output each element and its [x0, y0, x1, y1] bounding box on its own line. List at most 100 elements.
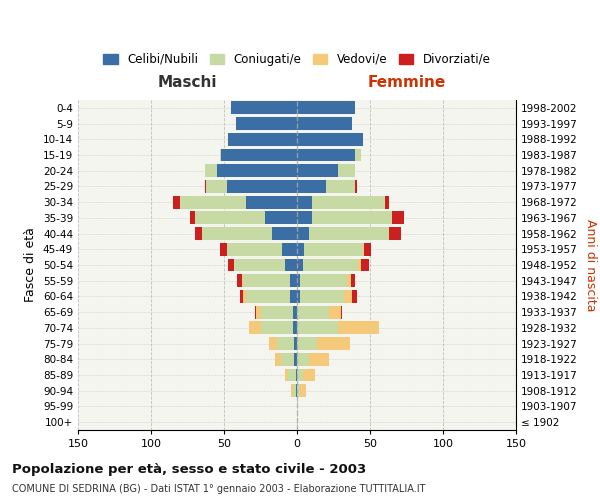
Bar	[220, 243, 227, 256]
Bar	[355, 148, 361, 162]
Bar	[290, 290, 297, 303]
Bar	[205, 164, 217, 177]
Bar	[246, 290, 290, 303]
Bar	[283, 243, 297, 256]
Bar	[308, 353, 329, 366]
Bar	[311, 196, 385, 208]
Bar	[227, 180, 297, 193]
Bar	[195, 227, 202, 240]
Bar	[297, 227, 308, 240]
Bar	[297, 322, 338, 334]
Bar	[297, 117, 352, 130]
Bar	[347, 274, 351, 287]
Bar	[288, 368, 296, 382]
Bar	[272, 227, 297, 240]
Bar	[243, 290, 246, 303]
Bar	[206, 180, 227, 193]
Bar	[281, 353, 294, 366]
Text: Popolazione per età, sesso e stato civile - 2003: Popolazione per età, sesso e stato civil…	[12, 462, 366, 475]
Bar	[220, 148, 221, 162]
Bar	[205, 180, 206, 193]
Bar	[290, 274, 297, 287]
Bar	[237, 274, 242, 287]
Bar	[297, 102, 355, 114]
Bar	[291, 384, 293, 397]
Bar	[242, 274, 243, 287]
Bar	[341, 306, 342, 318]
Bar	[294, 353, 297, 366]
Bar	[297, 180, 326, 193]
Bar	[297, 337, 317, 350]
Bar	[232, 102, 297, 114]
Bar	[297, 258, 303, 272]
Bar	[180, 196, 246, 208]
Y-axis label: Fasce di età: Fasce di età	[25, 228, 37, 302]
Bar	[249, 322, 260, 334]
Bar	[297, 290, 300, 303]
Bar	[297, 274, 300, 287]
Bar	[269, 337, 277, 350]
Bar	[265, 212, 297, 224]
Bar	[246, 196, 297, 208]
Bar	[254, 306, 256, 318]
Bar	[311, 212, 392, 224]
Bar	[297, 133, 362, 145]
Bar	[351, 274, 355, 287]
Bar	[217, 164, 297, 177]
Bar	[338, 322, 379, 334]
Bar	[317, 337, 350, 350]
Bar	[297, 384, 300, 397]
Legend: Celibi/Nubili, Coniugati/e, Vedovi/e, Divorziati/e: Celibi/Nubili, Coniugati/e, Vedovi/e, Di…	[98, 48, 496, 70]
Bar	[297, 212, 311, 224]
Bar	[392, 212, 404, 224]
Bar	[296, 384, 297, 397]
Bar	[229, 133, 297, 145]
Bar	[240, 290, 243, 303]
Bar	[173, 196, 180, 208]
Bar	[326, 180, 355, 193]
Bar	[338, 164, 355, 177]
Bar	[277, 337, 294, 350]
Bar	[286, 258, 297, 272]
Bar	[234, 258, 286, 272]
Bar	[293, 306, 297, 318]
Bar	[389, 227, 401, 240]
Bar	[297, 353, 308, 366]
Bar	[361, 258, 368, 272]
Text: Maschi: Maschi	[158, 75, 217, 90]
Bar	[256, 306, 260, 318]
Bar	[303, 258, 358, 272]
Bar	[297, 148, 355, 162]
Bar	[355, 180, 357, 193]
Bar	[358, 258, 361, 272]
Bar	[344, 290, 352, 303]
Bar	[297, 243, 304, 256]
Bar	[352, 290, 357, 303]
Bar	[190, 212, 195, 224]
Bar	[236, 117, 297, 130]
Bar	[293, 384, 296, 397]
Bar	[202, 227, 272, 240]
Bar	[293, 322, 297, 334]
Bar	[300, 290, 344, 303]
Bar	[286, 368, 288, 382]
Bar	[221, 148, 297, 162]
Bar	[297, 306, 329, 318]
Bar	[275, 353, 281, 366]
Bar	[303, 368, 314, 382]
Bar	[297, 196, 311, 208]
Bar	[260, 306, 293, 318]
Text: Femmine: Femmine	[367, 75, 446, 90]
Bar	[308, 227, 389, 240]
Bar	[260, 322, 293, 334]
Bar	[294, 337, 297, 350]
Bar	[296, 368, 297, 382]
Bar	[229, 258, 234, 272]
Bar	[297, 164, 338, 177]
Bar	[364, 243, 371, 256]
Y-axis label: Anni di nascita: Anni di nascita	[584, 219, 597, 311]
Bar	[362, 243, 364, 256]
Text: COMUNE DI SEDRINA (BG) - Dati ISTAT 1° gennaio 2003 - Elaborazione TUTTITALIA.IT: COMUNE DI SEDRINA (BG) - Dati ISTAT 1° g…	[12, 484, 425, 494]
Bar	[300, 274, 347, 287]
Bar	[300, 384, 306, 397]
